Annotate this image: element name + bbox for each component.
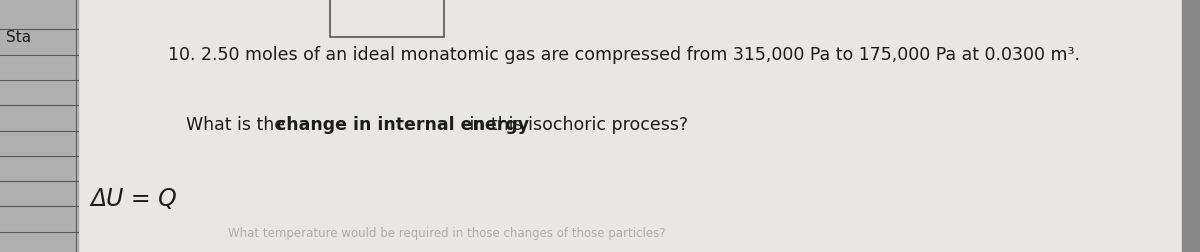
FancyBboxPatch shape — [330, 0, 444, 38]
Bar — [0, 0, 78, 252]
Text: in this isochoric process?: in this isochoric process? — [463, 116, 688, 134]
Text: What temperature would be required in those changes of those particles?: What temperature would be required in th… — [228, 227, 666, 239]
Text: 10. 2.50 moles of an ideal monatomic gas are compressed from 315,000 Pa to 175,0: 10. 2.50 moles of an ideal monatomic gas… — [168, 45, 1080, 63]
Bar — [1182, 0, 1200, 252]
Text: ΔU = Q: ΔU = Q — [90, 186, 176, 210]
Text: What is the: What is the — [186, 116, 290, 134]
Text: Sta: Sta — [6, 30, 31, 45]
Text: change in internal energy: change in internal energy — [276, 116, 529, 134]
